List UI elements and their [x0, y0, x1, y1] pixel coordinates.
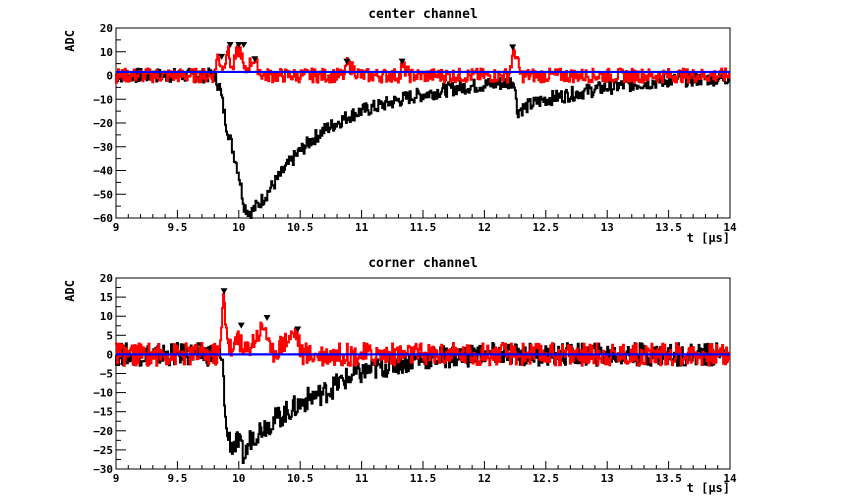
x-tick-label: 10 [232, 472, 245, 485]
peak-markers [220, 288, 302, 333]
y-tick-label: 10 [100, 46, 113, 59]
peak-marker [294, 326, 302, 333]
y-ticks: 20 15 10 5 0 −5 −10 −15 −20 −25 −30 [93, 272, 126, 476]
series-group [115, 292, 730, 464]
x-tick-label: 13.5 [655, 221, 682, 234]
y-tick-label: −30 [93, 463, 113, 476]
x-tick-label: 12.5 [533, 472, 560, 485]
x-tick-label: 14 [723, 472, 737, 485]
peak-marker [251, 56, 259, 63]
y-tick-label: −40 [93, 165, 113, 178]
x-axis-label: t [µs] [687, 481, 730, 495]
x-tick-label: 11.5 [410, 221, 437, 234]
chart-title: center channel [368, 7, 478, 22]
x-tick-label: 12 [478, 472, 491, 485]
panel-corner: corner channel ADC t [µs] 20 15 10 5 0 −5 −10 −… [63, 256, 737, 495]
y-tick-label: −60 [93, 212, 113, 225]
x-tick-label: 9.5 [167, 472, 187, 485]
series-filtered [115, 44, 730, 84]
y-tick-label: −30 [93, 141, 113, 154]
y-tick-label: −20 [93, 425, 113, 438]
x-tick-label: 13 [601, 472, 614, 485]
peak-marker [218, 53, 226, 60]
peak-marker [235, 42, 243, 48]
peak-marker [263, 315, 271, 322]
x-tick-label: 11 [355, 472, 369, 485]
x-tick-label: 9 [113, 221, 120, 234]
peak-marker [343, 58, 351, 65]
series-raw [115, 67, 730, 219]
x-tick-label: 13 [601, 221, 614, 234]
plot-frame [115, 277, 731, 470]
series-group [115, 44, 730, 219]
x-tick-label: 10.5 [287, 221, 314, 234]
x-tick-label: 11.5 [410, 472, 437, 485]
peak-marker [220, 288, 228, 295]
x-tick-label: 10.5 [287, 472, 314, 485]
x-tick-label: 9 [113, 472, 120, 485]
y-ticks: 20 10 0 −10 −20 −30 −40 −50 −60 [93, 22, 126, 225]
x-tick-label: 12.5 [533, 221, 560, 234]
x-tick-label: 12 [478, 221, 491, 234]
y-tick-label: −10 [93, 93, 113, 106]
y-tick-label: −10 [93, 387, 113, 400]
peak-marker [237, 322, 245, 329]
y-axis-label: ADC [63, 280, 77, 302]
chart-title: corner channel [368, 256, 478, 271]
y-tick-label: −15 [93, 406, 113, 419]
x-tick-label: 14 [723, 221, 737, 234]
y-tick-label: 20 [100, 22, 113, 35]
y-tick-label: 0 [106, 348, 113, 361]
x-tick-label: 10 [232, 221, 245, 234]
plot-frame [115, 27, 731, 219]
peak-marker [509, 44, 517, 51]
y-tick-label: 5 [106, 329, 113, 342]
y-tick-label: −5 [100, 368, 113, 381]
y-tick-label: −20 [93, 117, 113, 130]
y-tick-label: −25 [93, 444, 113, 457]
y-tick-label: 20 [100, 272, 113, 285]
y-tick-label: 10 [100, 310, 113, 323]
x-axis-label: t [µs] [687, 231, 730, 245]
x-tick-label: 9.5 [167, 221, 187, 234]
peak-marker [226, 42, 234, 48]
x-tick-label: 11 [355, 221, 369, 234]
x-ticks: 9 9.5 10 10.5 11 11.5 12 12.5 13 13.5 14 [113, 210, 737, 234]
y-tick-label: 15 [100, 291, 113, 304]
panel-center: center channel ADC t [µs] 20 10 0 −10 −20 −30… [63, 7, 737, 245]
peak-marker [398, 58, 406, 65]
y-axis-label: ADC [63, 30, 77, 52]
peak-markers [218, 42, 517, 65]
x-tick-label: 13.5 [655, 472, 682, 485]
peak-marker [240, 42, 248, 48]
y-tick-label: 0 [106, 70, 113, 83]
x-ticks: 9 9.5 10 10.5 11 11.5 12 12.5 13 13.5 14 [113, 461, 737, 485]
y-tick-label: −50 [93, 188, 113, 201]
